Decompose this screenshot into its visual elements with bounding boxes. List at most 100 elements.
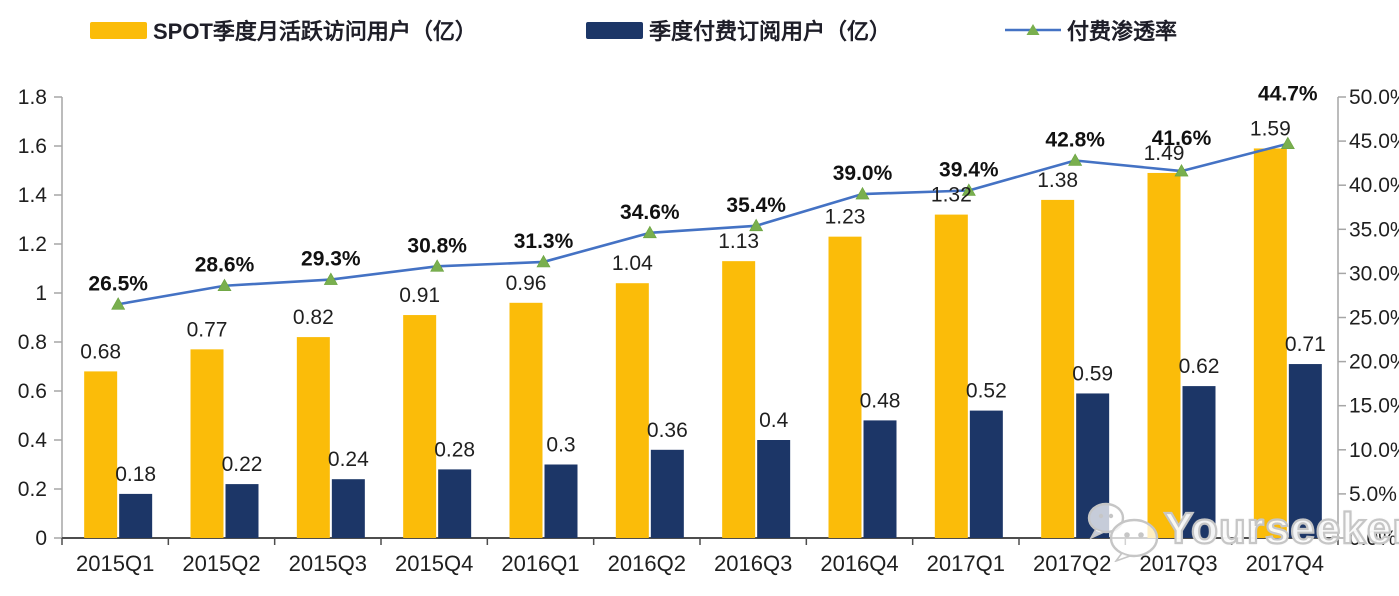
bar-label-mau: 0.82 — [293, 306, 334, 329]
bar-mau — [84, 371, 118, 538]
bar-subscribers — [225, 484, 259, 538]
bar-label-subscribers: 0.24 — [328, 448, 369, 471]
bar-mau — [615, 283, 649, 538]
right-axis-tick-label: 5.0% — [1349, 483, 1397, 506]
right-axis-tick-label: 40.0% — [1349, 174, 1399, 197]
bar-subscribers — [1182, 386, 1216, 538]
legend-item-mau: SPOT季度月活跃访问用户（亿） — [90, 14, 477, 46]
bar-label-subscribers: 0.3 — [546, 434, 575, 457]
bar-subscribers — [1076, 393, 1110, 538]
penetration-label: 42.8% — [1045, 129, 1105, 152]
bar-label-mau: 1.13 — [718, 230, 759, 253]
right-axis-tick-label: 0.0% — [1349, 527, 1397, 550]
bar-mau — [509, 302, 543, 538]
bar-label-subscribers: 0.48 — [860, 389, 901, 412]
bar-mau — [1253, 148, 1287, 538]
bar-subscribers — [863, 420, 897, 538]
bar-subscribers — [757, 440, 791, 538]
bar-label-subscribers: 0.22 — [222, 453, 263, 476]
x-axis-category-label: 2017Q1 — [927, 551, 1005, 576]
bar-subscribers — [650, 449, 684, 538]
bar-mau — [190, 349, 224, 538]
triangle-marker-icon — [217, 278, 232, 292]
right-axis-tick-label: 35.0% — [1349, 218, 1399, 241]
bar-subscribers — [969, 410, 1003, 538]
bar-label-subscribers: 0.71 — [1285, 333, 1326, 356]
right-axis-tick-label: 10.0% — [1349, 439, 1399, 462]
bar-label-mau: 0.91 — [399, 284, 440, 307]
penetration-label: 39.0% — [833, 162, 893, 185]
right-axis-tick-label: 30.0% — [1349, 262, 1399, 285]
bar-mau — [1147, 172, 1181, 538]
x-axis-category-label: 2015Q3 — [289, 551, 367, 576]
bar-label-mau: 0.77 — [187, 318, 228, 341]
right-axis-tick-label: 15.0% — [1349, 395, 1399, 418]
bar-subscribers — [331, 479, 365, 538]
legend-swatch-subscribers-icon — [586, 21, 643, 39]
left-axis-tick-label: 0.4 — [18, 429, 48, 452]
triangle-marker-icon — [642, 225, 657, 239]
legend-label-penetration: 付费渗透率 — [1067, 19, 1178, 44]
left-axis-tick-label: 1.6 — [18, 135, 47, 158]
bar-label-subscribers: 0.62 — [1179, 355, 1220, 378]
legend-item-penetration: 付费渗透率 — [1005, 14, 1177, 46]
bar-label-mau: 1.32 — [931, 184, 972, 207]
penetration-label: 41.6% — [1152, 127, 1212, 150]
penetration-line — [117, 142, 1289, 306]
x-axis-category-label: 2017Q4 — [1246, 551, 1324, 576]
bar-label-subscribers: 0.28 — [434, 438, 475, 461]
x-axis-category-label: 2016Q2 — [608, 551, 686, 576]
bar-label-mau: 1.59 — [1250, 117, 1291, 140]
legend-swatch-mau-icon — [90, 21, 147, 39]
right-axis-tick-label: 25.0% — [1349, 307, 1399, 330]
triangle-marker-icon — [1280, 136, 1295, 150]
bar-mau — [403, 315, 437, 538]
triangle-marker-icon — [855, 186, 870, 200]
triangle-marker-icon — [430, 259, 445, 272]
penetration-label: 44.7% — [1258, 83, 1318, 106]
bar-label-subscribers: 0.18 — [115, 463, 156, 486]
left-axis-tick-label: 1.2 — [18, 233, 47, 256]
x-axis-category-label: 2015Q4 — [395, 551, 473, 576]
left-axis-tick-label: 1 — [35, 282, 47, 305]
right-axis-tick-label: 20.0% — [1349, 351, 1399, 374]
bar-subscribers — [438, 469, 472, 538]
legend-label-subscribers: 季度付费订阅用户（亿） — [649, 19, 892, 44]
left-axis-tick-label: 0.2 — [18, 478, 47, 501]
legend-item-subscribers: 季度付费订阅用户（亿） — [586, 14, 891, 46]
bar-label-mau: 0.96 — [506, 272, 547, 295]
x-axis-category-label: 2016Q1 — [501, 551, 579, 576]
triangle-marker-icon — [1068, 153, 1083, 166]
left-axis-tick-label: 1.4 — [18, 184, 48, 207]
bar-label-mau: 0.68 — [80, 340, 121, 363]
penetration-label: 31.3% — [514, 230, 574, 253]
penetration-label: 35.4% — [726, 194, 786, 217]
penetration-label: 34.6% — [620, 201, 680, 224]
triangle-marker-icon — [536, 254, 551, 268]
left-axis-tick-label: 1.8 — [18, 86, 47, 109]
triangle-marker-icon — [111, 297, 126, 310]
bar-label-subscribers: 0.52 — [966, 380, 1007, 403]
x-axis-category-label: 2017Q2 — [1033, 551, 1111, 576]
penetration-label: 28.6% — [195, 254, 255, 277]
bar-label-subscribers: 0.36 — [647, 419, 688, 442]
bar-mau — [934, 214, 968, 538]
bar-label-mau: 1.38 — [1037, 169, 1078, 192]
bar-mau — [296, 337, 330, 538]
triangle-marker-icon — [1174, 163, 1189, 177]
left-axis-tick-label: 0.6 — [18, 380, 47, 403]
bar-label-mau: 1.49 — [1144, 142, 1185, 165]
bar-label-subscribers: 0.4 — [759, 409, 789, 432]
legend-label-mau: SPOT季度月活跃访问用户（亿） — [153, 19, 477, 44]
penetration-label: 39.4% — [939, 158, 999, 181]
bar-mau — [1041, 199, 1075, 538]
bar-mau — [722, 261, 756, 538]
x-axis-category-label: 2016Q4 — [820, 551, 898, 576]
x-axis-category-label: 2017Q3 — [1139, 551, 1217, 576]
bar-subscribers — [1288, 364, 1322, 538]
triangle-marker-icon — [323, 272, 338, 285]
bar-label-mau: 1.04 — [612, 252, 653, 275]
x-axis-category-label: 2016Q3 — [714, 551, 792, 576]
penetration-label: 26.5% — [88, 272, 148, 295]
